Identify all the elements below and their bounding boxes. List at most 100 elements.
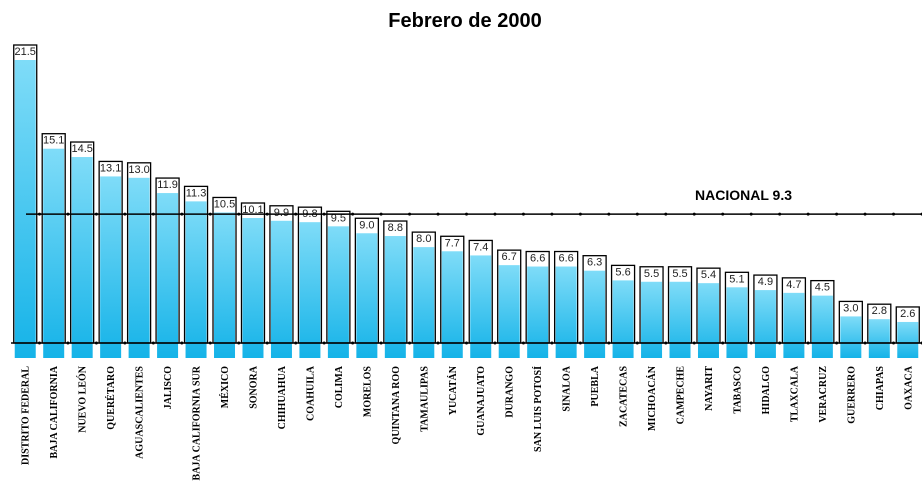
x-tick-label: SINALOA (562, 365, 573, 411)
value-label: 10.5 (214, 198, 235, 210)
value-label: 10.1 (242, 204, 263, 216)
reference-dot (493, 212, 497, 216)
value-label: 21.5 (15, 46, 36, 58)
reference-dot (322, 212, 326, 216)
x-tick-label: NAYARIT (704, 366, 715, 411)
axis-dot (465, 341, 468, 345)
value-label: 5.1 (729, 273, 744, 285)
reference-dot (151, 212, 155, 216)
bar (669, 281, 691, 358)
x-tick-label: GUERRERO (846, 366, 857, 424)
value-label: 11.3 (186, 187, 207, 199)
axis-dot (806, 341, 810, 345)
axis-dot (379, 341, 383, 345)
x-tick-label: OAXACA (903, 365, 914, 410)
axis-dot (521, 341, 525, 345)
axis-dot (863, 341, 867, 345)
reference-dot (778, 212, 782, 216)
axis-dot (692, 341, 696, 345)
reference-label: NACIONAL 9.3 (695, 187, 792, 203)
x-tick-label: PUEBLA (590, 365, 601, 406)
x-tick-label: JALISCO (163, 366, 174, 410)
bar (470, 255, 492, 358)
value-label: 9.5 (331, 212, 346, 224)
x-tick-label: TLAXCALA (789, 365, 800, 422)
value-label: 5.6 (615, 266, 630, 278)
bar (299, 222, 321, 358)
axis-dot (749, 341, 753, 345)
x-tick-label: MÉXICO (219, 366, 231, 408)
bar (868, 319, 890, 358)
axis-dot (37, 341, 41, 345)
axis-dot (123, 341, 127, 345)
reference-dot (521, 212, 525, 216)
x-tick-label: AGUASCALIENTES (135, 366, 146, 459)
reference-dot (607, 212, 611, 216)
x-tick-label: ZACATECAS (619, 366, 630, 427)
bar (840, 316, 862, 358)
value-label: 6.7 (502, 251, 517, 263)
bar (242, 218, 264, 358)
reference-dot (465, 212, 468, 216)
value-label: 3.0 (843, 302, 858, 314)
bar (754, 290, 776, 358)
axis-dot (550, 341, 554, 345)
bar (100, 176, 122, 358)
reference-dot (123, 212, 127, 216)
x-tick-label: VERACRUZ (818, 366, 829, 423)
reference-dot (408, 212, 412, 216)
reference-dot (664, 212, 668, 216)
reference-dot (66, 212, 70, 216)
reference-dot (692, 212, 696, 216)
bar (555, 266, 577, 358)
reference-dot (237, 212, 241, 216)
reference-dot (863, 212, 867, 216)
value-label: 13.1 (100, 162, 121, 174)
value-label: 11.9 (157, 179, 178, 191)
value-label: 5.4 (701, 269, 716, 281)
axis-dot (635, 341, 639, 345)
bar (441, 251, 463, 358)
axis-dot (664, 341, 668, 345)
x-tick-label: MORELOS (362, 366, 373, 418)
value-label: 2.6 (900, 308, 915, 320)
value-label: 13.0 (128, 164, 149, 176)
bar (697, 283, 719, 358)
reference-dot (635, 212, 639, 216)
reference-dot (351, 212, 355, 216)
bar (811, 295, 833, 358)
reference-dot (749, 212, 753, 216)
value-label: 4.5 (815, 282, 830, 294)
reference-dot (94, 212, 98, 216)
x-tick-label: MICHOACÁN (646, 365, 658, 431)
value-label: 14.5 (71, 143, 92, 155)
axis-dot (94, 341, 98, 345)
value-label: 7.7 (445, 237, 460, 249)
x-tick-label: CAMPECHE (676, 366, 687, 425)
x-tick-label: COLIMA (334, 365, 345, 408)
x-tick-label: CHIHUAHUA (277, 365, 288, 429)
axis-dot (892, 341, 896, 345)
reference-dot (550, 212, 554, 216)
reference-dot (721, 212, 725, 216)
axis-dot (493, 341, 497, 345)
x-tick-label: DISTRITO FEDERAL (21, 366, 32, 465)
value-label: 5.5 (644, 268, 659, 280)
value-label: 7.4 (473, 241, 488, 253)
axis-dot (351, 341, 355, 345)
bar (128, 177, 150, 358)
reference-dot (180, 212, 184, 216)
value-label: 9.0 (359, 219, 374, 231)
x-tick-label: HIDALGO (761, 366, 772, 415)
x-tick-label: COAHUILA (305, 365, 316, 421)
bar (783, 292, 805, 358)
axis-dot (578, 341, 582, 345)
reference-dot (379, 212, 383, 216)
bar (384, 236, 406, 358)
axis-dot (778, 341, 782, 345)
bar (185, 201, 207, 358)
value-label: 2.8 (872, 305, 887, 317)
bar (214, 212, 236, 358)
bar (43, 148, 65, 358)
x-tick-label: BAJA CALIFORNIA (49, 365, 60, 458)
